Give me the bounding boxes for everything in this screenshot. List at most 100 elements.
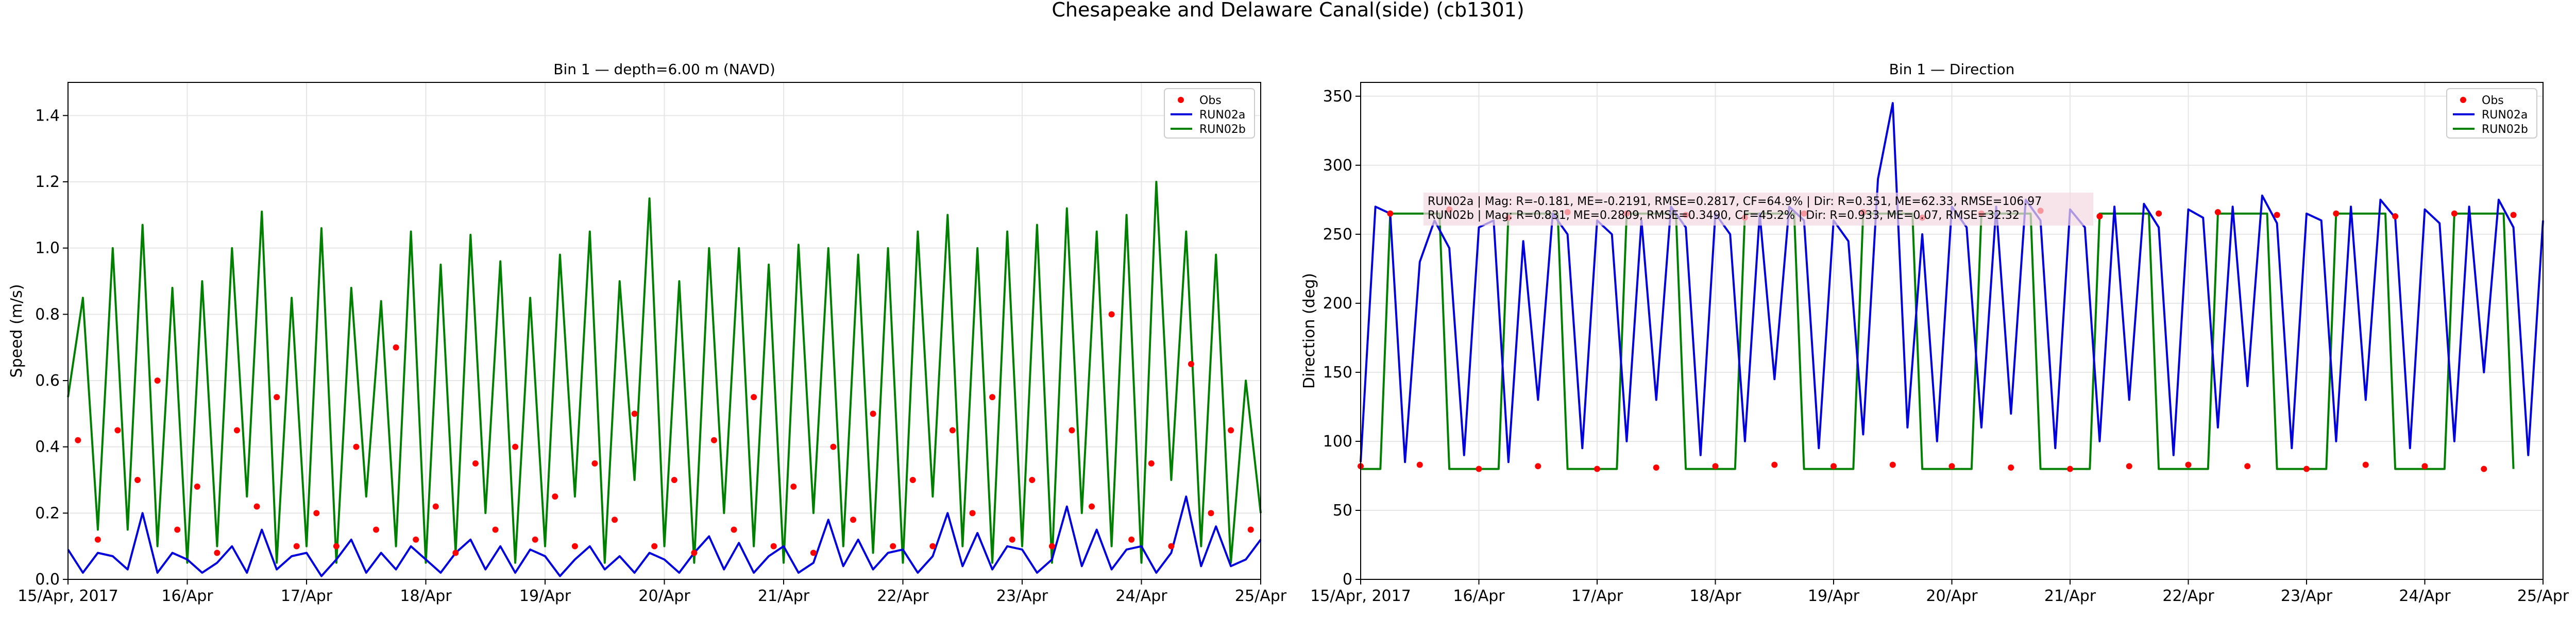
speed-obs-point: [810, 550, 817, 556]
direction-legend-label: RUN02b: [2482, 123, 2528, 136]
speed-y-axis-label: Speed (m/s): [8, 284, 26, 378]
speed-obs-point: [1188, 360, 1194, 367]
speed-run02a-line: [67, 495, 1262, 577]
speed-obs-point: [1128, 536, 1135, 543]
direction-grid: [1360, 82, 2544, 580]
speed-obs-point: [214, 550, 221, 556]
direction-obs-point: [2451, 210, 2458, 217]
speed-obs-point: [571, 543, 578, 550]
speed-obs-point: [233, 427, 240, 434]
speed-obs-point: [313, 510, 320, 517]
speed-obs-point: [333, 543, 340, 550]
speed-x-tick-label: 23/Apr: [996, 587, 1048, 605]
speed-obs-point: [1089, 503, 1095, 510]
speed-y-tick-label: 1.4: [35, 107, 60, 125]
direction-x-tick-label: 17/Apr: [1571, 587, 1623, 605]
direction-y-tick-label: 100: [1323, 433, 1352, 451]
speed-obs-point: [949, 427, 956, 434]
speed-x-tick-label: 18/Apr: [400, 587, 452, 605]
speed-obs-point: [870, 410, 876, 417]
speed-obs-point: [452, 550, 459, 556]
speed-series: [67, 181, 1262, 577]
speed-obs-point: [770, 543, 777, 550]
direction-y-tick-label: 150: [1323, 364, 1352, 382]
speed-obs-point: [134, 477, 141, 483]
speed-obs-point: [651, 543, 658, 550]
direction-y-axis-label: Direction (deg): [1300, 273, 1318, 389]
direction-obs-point: [1387, 210, 1394, 217]
speed-obs-point: [969, 510, 976, 517]
direction-obs-point: [1594, 466, 1600, 472]
direction-obs-point: [2392, 213, 2399, 220]
direction-legend-label: Obs: [2482, 94, 2504, 107]
direction-legend-box: [2446, 88, 2537, 139]
direction-obs-point: [2274, 212, 2280, 218]
speed-obs-point: [1228, 427, 1234, 434]
speed-obs-point: [194, 483, 200, 490]
speed-obs-point: [731, 526, 737, 533]
direction-y-tick-label: 250: [1323, 226, 1352, 244]
speed-obs-point: [850, 517, 857, 523]
direction-obs-point: [1535, 463, 1541, 470]
speed-panel-title: Bin 1 — depth=6.00 m (NAVD): [553, 61, 775, 78]
direction-obs-point: [2362, 461, 2369, 468]
speed-obs-point: [989, 394, 996, 401]
speed-obs-point: [929, 543, 936, 550]
direction-legend-obs-marker: [2460, 97, 2466, 103]
direction-x-tick-label: 24/Apr: [2399, 587, 2451, 605]
direction-obs-point: [2333, 210, 2340, 217]
direction-x-tick-label: 16/Apr: [1453, 587, 1505, 605]
speed-axes-frame: [67, 82, 1261, 580]
speed-obs-point: [790, 483, 797, 490]
speed-x-tick-label: 20/Apr: [638, 587, 690, 605]
direction-obs-point: [2126, 463, 2132, 470]
direction-stats-box: [1423, 193, 2093, 226]
speed-obs-point: [114, 427, 121, 434]
direction-legend-label: RUN02a: [2482, 109, 2528, 122]
direction-x-tick-label: 21/Apr: [2044, 587, 2096, 605]
speed-panel: 15/Apr, 2017 16/Apr 17/Apr 18/Apr 19/Apr 20/A…: [8, 61, 1287, 605]
speed-obs-point: [1108, 311, 1115, 318]
speed-obs-point: [710, 437, 717, 443]
speed-obs-point: [353, 443, 360, 450]
direction-x-tick-label: 15/Apr, 2017: [1310, 587, 1411, 605]
direction-obs-point: [2421, 463, 2428, 470]
speed-obs-point: [432, 503, 439, 510]
direction-x-tick-label: 19/Apr: [1808, 587, 1860, 605]
direction-obs-point: [1831, 463, 1837, 470]
speed-legend-label: RUN02a: [1199, 109, 1245, 122]
direction-panel: 15/Apr, 2017 16/Apr 17/Apr 18/Apr 19/Apr 20/A…: [1300, 61, 2569, 605]
speed-x-tick-label: 21/Apr: [758, 587, 810, 605]
direction-x-tick-label: 20/Apr: [1926, 587, 1978, 605]
speed-y-tick-label: 0.0: [35, 571, 60, 589]
speed-x-tick-label: 19/Apr: [519, 587, 571, 605]
speed-x-tick-label: 25/Apr: [1235, 587, 1287, 605]
speed-obs-point: [293, 543, 300, 550]
speed-obs-point: [890, 543, 896, 550]
speed-obs-point: [393, 344, 399, 351]
speed-obs-point: [413, 536, 419, 543]
speed-obs-point: [909, 477, 916, 483]
speed-run02b-line: [67, 181, 1262, 564]
direction-y-tick-label: 50: [1333, 502, 1352, 520]
direction-x-tick-label: 22/Apr: [2162, 587, 2214, 605]
direction-y-tick-label: 0: [1343, 571, 1352, 589]
speed-y-tick-label: 1.2: [35, 173, 60, 191]
direction-obs-point: [2303, 466, 2310, 472]
speed-legend-box: [1164, 88, 1255, 139]
speed-y-tick-label: 0.8: [35, 305, 60, 323]
speed-obs-point: [751, 394, 757, 401]
speed-obs-point: [612, 517, 618, 523]
speed-obs-point: [1247, 526, 1254, 533]
speed-obs-point: [1148, 460, 1155, 467]
speed-y-tick-label: 0.4: [35, 438, 60, 456]
direction-obs-point: [2156, 210, 2162, 217]
direction-axes-frame: [1360, 82, 2544, 580]
speed-obs-point: [532, 536, 538, 543]
direction-obs-point: [1889, 461, 1896, 468]
direction-obs-point: [1476, 466, 1482, 472]
speed-x-tick-label: 17/Apr: [281, 587, 333, 605]
